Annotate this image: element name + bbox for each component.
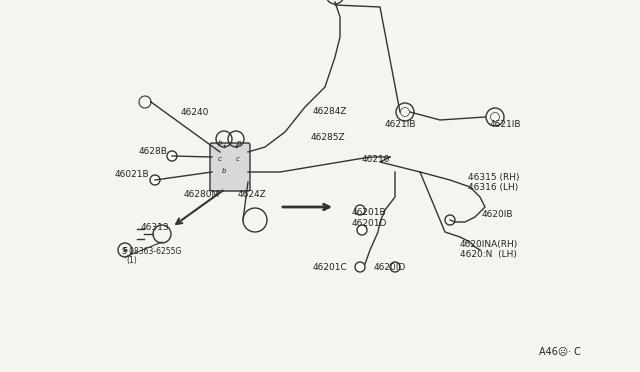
Text: 4621lB: 4621lB [385,120,417,129]
Text: 4628B: 4628B [139,147,168,156]
Circle shape [355,262,365,272]
Text: 4620lNA(RH): 4620lNA(RH) [460,240,518,249]
Circle shape [150,175,160,185]
Text: b: b [221,168,227,174]
Text: 46201C: 46201C [312,263,348,272]
Text: p: p [236,140,240,146]
Text: 4620lB: 4620lB [482,210,513,219]
Text: 46285Z: 46285Z [310,133,346,142]
Text: A46☹· C: A46☹· C [539,346,581,356]
Text: b: b [218,140,222,146]
Text: 4620lD: 4620lD [374,263,406,272]
Text: 46021B: 46021B [115,170,149,179]
Circle shape [167,151,177,161]
FancyBboxPatch shape [210,143,250,191]
Text: 4621lB: 4621lB [490,120,522,129]
Text: 4620:N  (LH): 4620:N (LH) [460,250,517,259]
Text: 4624Z: 4624Z [237,190,266,199]
Text: c: c [218,156,222,162]
Circle shape [357,225,367,235]
Text: 46313: 46313 [141,223,170,232]
Text: S 08363-6255G: S 08363-6255G [122,247,181,256]
Circle shape [390,262,400,272]
Text: 46315 (RH): 46315 (RH) [468,173,520,182]
Text: 46201B: 46201B [352,208,387,217]
Text: 46210: 46210 [362,155,390,164]
Text: c: c [236,156,240,162]
Text: 46316 (LH): 46316 (LH) [468,183,518,192]
Circle shape [355,205,365,215]
Text: 46280M: 46280M [184,190,220,199]
Circle shape [445,215,455,225]
Text: 46284Z: 46284Z [313,107,348,116]
Text: (1): (1) [127,256,138,265]
Text: 46240: 46240 [181,108,209,117]
Text: 46201D: 46201D [352,219,387,228]
Text: S: S [122,247,127,253]
